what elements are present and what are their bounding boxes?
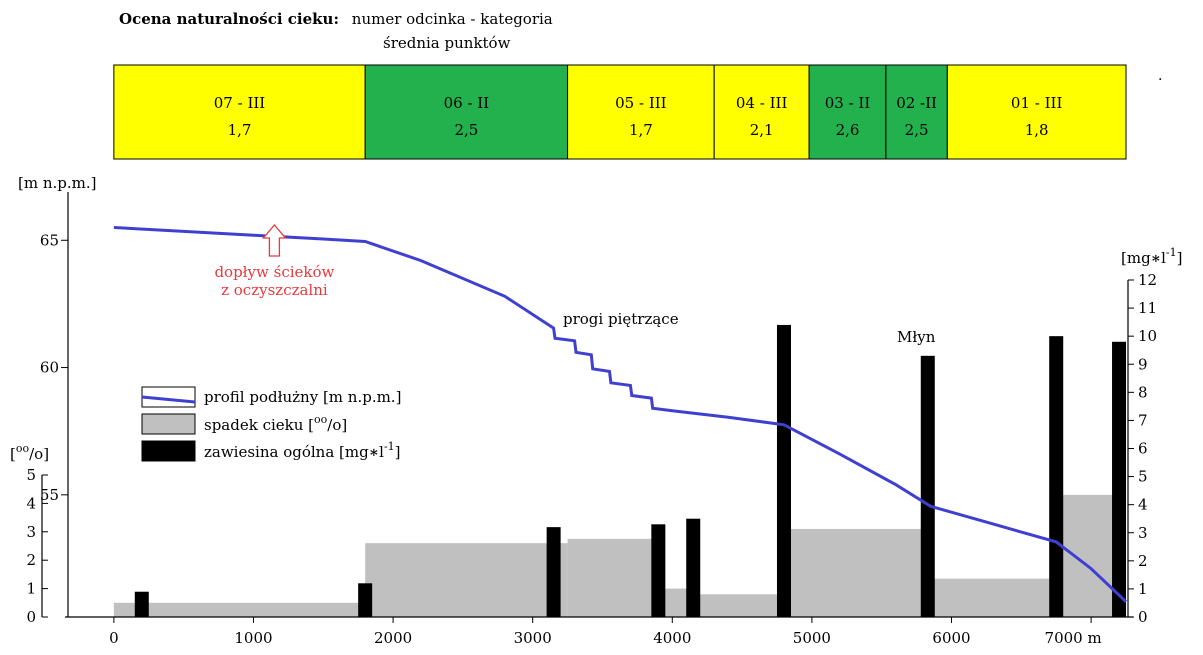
outflow-label-line1: dopływ ścieków — [214, 263, 334, 281]
y-suspended-tick-label: 3 — [1138, 524, 1148, 542]
naturalness-segments: 07 - III 1,7 06 - II 2,5 05 - III 1,7 04 - III… — [113, 64, 1127, 160]
y-elevation-tick-label: 55 — [40, 486, 59, 504]
legend-suspended: zawiesina ogólna [mg∗l-1] — [204, 440, 401, 461]
slope-bars — [113, 494, 1127, 617]
y-suspended-tick-label: 0 — [1138, 608, 1148, 626]
segment-cell — [713, 64, 810, 160]
mill-label: Młyn — [897, 328, 936, 346]
axes: 0 1000 2000 3000 4000 5000 6000 7000 m556065012… — [26, 192, 1157, 647]
x-tick-label: 0 — [109, 629, 119, 647]
segment-score: 1,7 — [629, 121, 653, 139]
suspended-bar — [920, 355, 935, 617]
segment-score: 1,8 — [1025, 121, 1049, 139]
outflow-label-line2: z oczyszczalni — [221, 281, 328, 299]
segment-cell — [567, 64, 715, 160]
header-legend-line2: średnia punktów — [383, 34, 511, 52]
y-slope-tick-label: 0 — [26, 608, 36, 626]
y-suspended-tick-label: 9 — [1138, 355, 1148, 373]
segment-label: 01 - III — [1011, 94, 1063, 112]
segment-cell — [364, 64, 569, 160]
x-tick-label: 6000 — [932, 629, 970, 647]
segment-cell — [113, 64, 366, 160]
segment-score: 2,6 — [836, 121, 860, 139]
slope-bar — [930, 578, 1050, 617]
y-slope-tick-label: 2 — [26, 551, 36, 569]
trailing-mark: . — [1158, 68, 1163, 84]
x-tick-label: 7000 m — [1045, 629, 1102, 647]
segment-score: 2,5 — [454, 121, 478, 139]
weirs-label: progi piętrzące — [563, 310, 679, 328]
suspended-bar — [776, 324, 791, 617]
legend: profil podłużny [m n.p.m.] spadek cieku … — [141, 386, 401, 462]
suspended-bar — [358, 583, 373, 617]
y-elevation-label: [m n.p.m.] — [18, 174, 97, 192]
y-suspended-tick-label: 2 — [1138, 552, 1148, 570]
slope-bar — [113, 602, 366, 617]
segment-label: 06 - II — [444, 94, 490, 112]
header-title: Ocena naturalności cieku: — [119, 10, 339, 28]
x-tick-label: 4000 — [653, 629, 691, 647]
suspended-bar — [1049, 336, 1064, 617]
suspended-bars — [134, 324, 1127, 617]
segment-score: 2,1 — [750, 121, 774, 139]
slope-bar — [365, 543, 568, 617]
y-suspended-tick-label: 8 — [1138, 383, 1148, 401]
suspended-bar — [686, 518, 701, 617]
x-tick-label: 2000 — [374, 629, 412, 647]
y-suspended-tick-label: 10 — [1138, 327, 1157, 345]
y-suspended-tick-label: 12 — [1138, 271, 1157, 289]
slope-bar — [783, 528, 931, 617]
x-tick-label: 3000 — [514, 629, 552, 647]
segment-label: 04 - III — [736, 94, 788, 112]
x-tick-label: 1000 — [234, 629, 272, 647]
segment-label: 03 - II — [825, 94, 871, 112]
up-arrow-icon — [262, 223, 287, 257]
y-suspended-tick-label: 7 — [1138, 411, 1148, 429]
slope-bar — [567, 538, 659, 617]
y-slope-label: [oo/o] — [10, 442, 49, 463]
y-suspended-tick-label: 11 — [1138, 299, 1157, 317]
segment-label: 05 - III — [615, 94, 667, 112]
suspended-bar — [651, 524, 666, 617]
segment-score: 1,7 — [228, 121, 252, 139]
segment-cell — [946, 64, 1127, 160]
y-slope-tick-label: 5 — [26, 466, 36, 484]
segment-cell — [885, 64, 948, 160]
y-slope-tick-label: 3 — [26, 523, 36, 541]
y-slope-tick-label: 1 — [26, 580, 36, 598]
legend-slope: spadek cieku [oo/o] — [204, 413, 347, 434]
profile-line — [113, 226, 1128, 603]
y-suspended-tick-label: 1 — [1138, 580, 1148, 598]
legend-profile: profil podłużny [m n.p.m.] — [204, 388, 401, 406]
suspended-bar — [546, 527, 561, 617]
segment-label: 07 - III — [214, 94, 266, 112]
suspended-bar — [134, 591, 149, 617]
y-slope-tick-label: 4 — [26, 494, 36, 512]
segment-cell — [808, 64, 887, 160]
header-legend-line1: numer odcinka - kategoria — [351, 10, 553, 28]
x-tick-label: 5000 — [793, 629, 831, 647]
y-suspended-tick-label: 6 — [1138, 440, 1148, 458]
slope-bar — [693, 594, 784, 617]
suspended-bar — [1112, 341, 1127, 617]
y-suspended-tick-label: 4 — [1138, 496, 1148, 514]
outflow-annotation: dopływ ścieków z oczyszczalni — [214, 223, 335, 299]
y-elevation-tick-label: 60 — [40, 359, 59, 377]
segment-label: 02 -II — [896, 94, 937, 112]
y-elevation-tick-label: 65 — [40, 231, 59, 249]
y-suspended-label: [mg∗l-1] — [1121, 246, 1182, 267]
segment-score: 2,5 — [905, 121, 929, 139]
y-suspended-tick-label: 5 — [1138, 468, 1148, 486]
